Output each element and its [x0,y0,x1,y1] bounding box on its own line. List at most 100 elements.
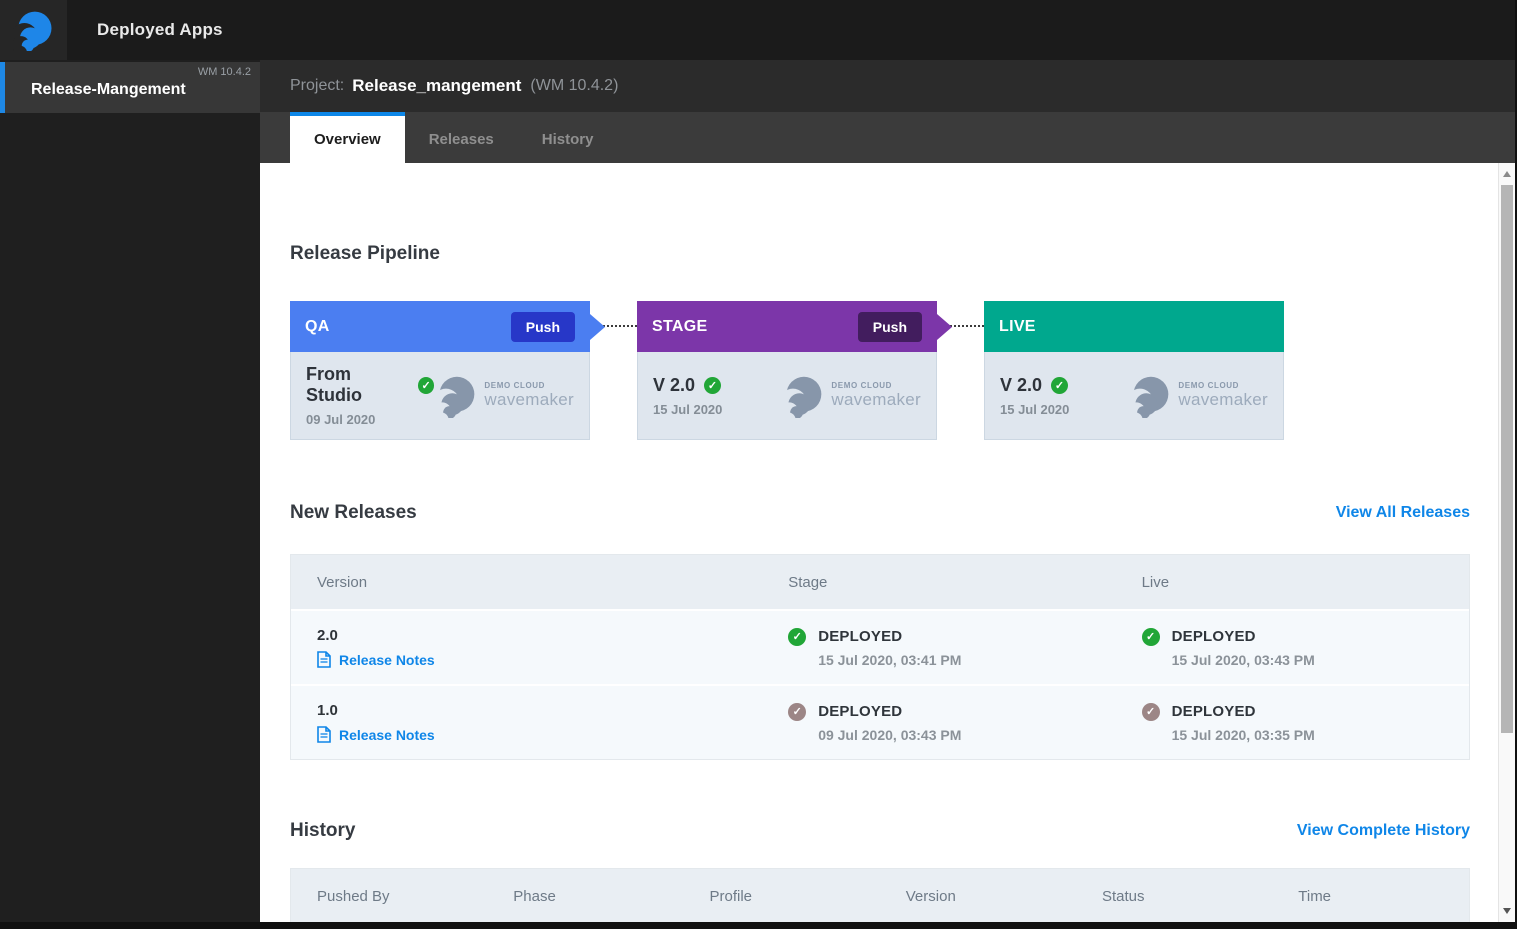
new-releases-heading: New Releases [290,502,417,523]
stage-status: DEPLOYED [818,628,903,645]
tab-overview[interactable]: Overview [290,112,405,163]
column-header-version: Version [905,887,956,905]
overview-content: Release Pipeline QA Push From Studi [260,163,1517,929]
scroll-down-arrow-icon[interactable] [1503,908,1511,914]
column-header-pushed-by: Pushed By [317,887,390,905]
qa-stage-name: QA [305,317,330,335]
document-icon [317,726,331,743]
wavemaker-logo-button[interactable] [0,0,67,60]
history-table-header: Pushed By Phase Profile Version Status T… [291,869,1469,923]
stage-card-header: STAGE Push [637,301,952,352]
column-header-stage: Stage [788,573,828,591]
release-notes-link[interactable]: Release Notes [317,726,762,743]
release-version: 2.0 [317,627,338,644]
project-name: Release_mangement [352,76,522,95]
stage-version: V 2.0 [653,374,696,395]
live-status: DEPLOYED [1171,703,1256,720]
sidebar: WM 10.4.2 Release-Mangement [0,60,260,929]
release-notes-label: Release Notes [339,651,435,668]
pipeline-card-qa: QA Push From Studio ✓ 09 Jul 2020 [290,301,605,440]
stage-deploy-time: 15 Jul 2020, 03:41 PM [818,651,962,668]
release-notes-link[interactable]: Release Notes [317,651,762,668]
wavemaker-label: wavemaker [1178,390,1268,409]
qa-card-body: From Studio ✓ 09 Jul 2020 [290,352,590,440]
stage-push-button[interactable]: Push [857,311,922,342]
qa-success-check-icon: ✓ [417,376,435,394]
column-header-version: Version [317,573,368,591]
table-row: 1.0 Release Notes [291,684,1469,759]
live-date: 15 Jul 2020 [1000,401,1070,417]
page-title: Deployed Apps [97,20,223,39]
live-deploy-time: 15 Jul 2020, 03:43 PM [1171,651,1315,668]
project-label: Project: [290,77,345,94]
history-table: Pushed By Phase Profile Version Status T… [290,868,1470,924]
column-header-live: Live [1141,573,1170,591]
qa-stage-connector [590,301,637,352]
demo-cloud-label: DEMO CLOUD [484,381,546,390]
live-card-body: V 2.0 ✓ 15 Jul 2020 [984,352,1284,440]
stage-deploy-time: 09 Jul 2020, 03:43 PM [818,726,962,743]
release-notes-label: Release Notes [339,726,435,743]
wavemaker-label: wavemaker [831,390,921,409]
tab-history[interactable]: History [541,131,594,148]
pipeline-card-stage: STAGE Push V 2.0 ✓ 15 Jul 2020 [637,301,952,440]
sidebar-item-version: WM 10.4.2 [197,66,251,78]
live-card-header: LIVE [984,301,1284,352]
stage-date: 15 Jul 2020 [653,401,723,417]
tab-releases[interactable]: Releases [428,131,494,148]
release-version: 1.0 [317,702,338,719]
release-pipeline-heading: Release Pipeline [290,243,440,264]
pipeline-card-live: LIVE V 2.0 ✓ 15 Jul 2020 [984,301,1284,440]
live-cloud-brand: DEMO CLOUD wavemaker [1128,374,1268,418]
qa-arrow-icon [590,313,605,340]
window-bottom-border [0,922,1517,929]
live-status: DEPLOYED [1171,628,1256,645]
sidebar-item-label: Release-Mangement [31,81,186,98]
table-row: 2.0 Release Notes [291,609,1469,684]
live-version: V 2.0 [1000,374,1043,395]
stage-cloud-brand: DEMO CLOUD wavemaker [781,374,921,418]
wavemaker-label: wavemaker [484,390,574,409]
view-complete-history-link[interactable]: View Complete History [1296,822,1470,839]
view-all-releases-link[interactable]: View All Releases [1335,504,1470,521]
window-right-border [1515,0,1517,929]
qa-date: 09 Jul 2020 [306,412,376,427]
column-header-status: Status [1102,887,1145,905]
column-header-time: Time [1298,887,1332,905]
project-header: Project: Release_mangement (WM 10.4.2) [260,60,1517,112]
top-app-bar: Deployed Apps [0,0,1517,60]
project-version: (WM 10.4.2) [530,77,619,94]
wavemaker-wave-icon [1128,376,1169,418]
release-pipeline: QA Push From Studio ✓ 09 Jul 2020 [290,301,1470,440]
qa-cloud-brand: DEMO CLOUD wavemaker [434,374,574,418]
vertical-scrollbar[interactable] [1498,163,1515,922]
stage-card-body: V 2.0 ✓ 15 Jul 2020 [637,352,937,440]
document-icon [317,651,331,668]
scrollbar-thumb[interactable] [1501,185,1513,733]
wavemaker-wave-icon [434,376,475,418]
live-deployed-check-icon: ✓ [1141,702,1160,721]
live-success-check-icon: ✓ [1051,376,1069,394]
qa-push-button[interactable]: Push [510,311,575,342]
stage-live-connector [937,301,984,352]
scroll-up-arrow-icon[interactable] [1503,171,1511,177]
column-header-phase: Phase [513,887,556,905]
live-stage-name: LIVE [999,317,1036,335]
qa-version: From Studio [306,364,362,405]
live-deployed-check-icon: ✓ [1141,627,1160,646]
new-releases-table: Version Stage Live 2.0 [290,554,1470,760]
wavemaker-wave-icon [12,11,51,51]
stage-deployed-check-icon: ✓ [788,627,807,646]
wavemaker-wave-icon [781,376,822,418]
demo-cloud-label: DEMO CLOUD [831,381,893,390]
tab-bar: Overview Releases History [260,112,1517,163]
demo-cloud-label: DEMO CLOUD [1178,381,1240,390]
stage-stage-name: STAGE [652,317,708,335]
sidebar-item-release-mangement[interactable]: WM 10.4.2 Release-Mangement [0,62,260,113]
live-deploy-time: 15 Jul 2020, 03:35 PM [1171,726,1315,743]
history-heading: History [290,820,356,841]
stage-deployed-check-icon: ✓ [788,702,807,721]
column-header-profile: Profile [709,887,753,905]
stage-success-check-icon: ✓ [704,376,722,394]
new-releases-table-header: Version Stage Live [291,555,1469,609]
